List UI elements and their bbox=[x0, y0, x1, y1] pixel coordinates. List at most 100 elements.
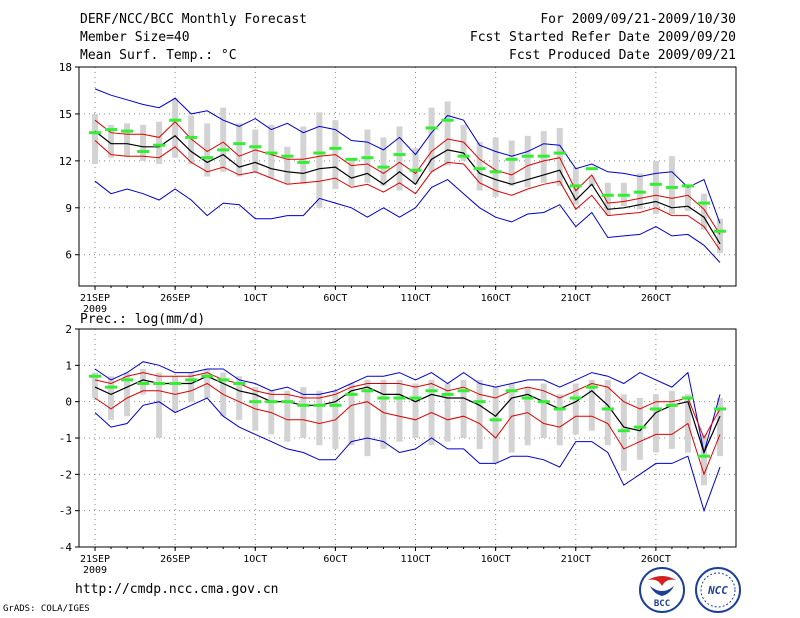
precipitation-range-bar bbox=[396, 379, 403, 442]
precipitation-range-bar bbox=[300, 387, 307, 438]
precipitation-y-tick-label: 1 bbox=[65, 359, 72, 372]
temperature-marker bbox=[665, 185, 678, 189]
precipitation-x-tick-label: 26SEP bbox=[160, 554, 190, 565]
temperature-range-bar bbox=[380, 137, 387, 186]
temperature-range-bar bbox=[316, 112, 323, 208]
temperature-range-bar bbox=[300, 126, 307, 185]
precipitation-marker bbox=[377, 396, 390, 400]
precipitation-mean-line bbox=[94, 375, 721, 455]
precipitation-marker bbox=[665, 403, 678, 407]
temperature-marker bbox=[585, 167, 598, 171]
temperature-range-bar bbox=[412, 148, 419, 185]
precipitation-x-tick-label: 21SEP bbox=[80, 554, 110, 565]
temperature-mean-line bbox=[94, 130, 721, 245]
precipitation-marker bbox=[345, 392, 358, 396]
precipitation-range-bar bbox=[524, 387, 531, 446]
temperature-marker bbox=[313, 151, 326, 155]
temperature-marker bbox=[233, 142, 246, 146]
started-refer-date-label: Fcst Started Refer Date 2009/09/20 bbox=[469, 30, 736, 45]
precipitation-marker bbox=[313, 403, 326, 407]
precipitation-marker bbox=[457, 389, 470, 393]
temperature-marker bbox=[633, 190, 646, 194]
temperature-min-line bbox=[94, 179, 721, 263]
temperature-range-bar bbox=[716, 218, 723, 254]
temperature-x-tick-label: 6OCT bbox=[323, 293, 347, 304]
temperature-range-bar bbox=[668, 156, 675, 215]
temperature-marker bbox=[473, 167, 486, 171]
precipitation-max-line bbox=[94, 361, 721, 453]
temperature-range-bar bbox=[588, 176, 595, 186]
precipitation-x-tick-label: 16OCT bbox=[481, 554, 511, 565]
temperature-x-tick-label: 21SEP bbox=[80, 293, 110, 304]
temperature-range-bar bbox=[396, 126, 403, 191]
temperature-marker bbox=[601, 193, 614, 197]
precipitation-marker bbox=[537, 400, 550, 404]
precipitation-range-bar bbox=[572, 383, 579, 435]
temperature-range-bar bbox=[556, 128, 563, 186]
precipitation-marker bbox=[617, 429, 630, 433]
temperature-mean_plus_std-line bbox=[94, 119, 721, 235]
temperature-y-tick-label: 9 bbox=[65, 202, 72, 215]
bcc-logo-text: BCC bbox=[654, 599, 670, 609]
precipitation-range-bar bbox=[476, 379, 483, 449]
precipitation-marker bbox=[361, 389, 374, 393]
temperature-marker bbox=[681, 184, 694, 188]
precipitation-x-year-label: 2009 bbox=[83, 565, 107, 576]
temperature-range-bar bbox=[108, 124, 115, 158]
temperature-x-tick-label: 16OCT bbox=[481, 293, 511, 304]
temperature-range-bar bbox=[172, 98, 179, 158]
precipitation-x-tick-label: 1OCT bbox=[243, 554, 267, 565]
temperature-range-bar bbox=[700, 193, 707, 230]
precipitation-marker bbox=[425, 389, 438, 393]
precipitation-range-bar bbox=[604, 379, 611, 446]
precipitation-range-bar bbox=[668, 390, 675, 449]
temperature-marker bbox=[105, 128, 118, 132]
precipitation-range-bar bbox=[364, 379, 371, 457]
precipitation-marker bbox=[137, 382, 150, 385]
precipitation-y-tick-label: 2 bbox=[65, 323, 72, 336]
temperature-marker bbox=[361, 156, 374, 160]
precipitation-y-tick-label: 0 bbox=[65, 396, 72, 409]
temperature-range-bar bbox=[220, 107, 227, 172]
temperature-range-bar bbox=[236, 123, 243, 177]
temperature-marker bbox=[185, 135, 198, 139]
temperature-marker bbox=[281, 154, 294, 158]
precipitation-range-bar bbox=[108, 376, 115, 420]
precipitation-min-line bbox=[94, 397, 721, 513]
temperature-marker bbox=[489, 170, 502, 174]
temperature-marker bbox=[169, 118, 182, 122]
precipitation-range-bar bbox=[508, 383, 515, 453]
temperature-marker bbox=[377, 165, 390, 169]
temperature-x-year-label: 2009 bbox=[83, 304, 107, 315]
source-url[interactable]: http://cmdp.ncc.cma.gov.cn bbox=[75, 582, 279, 597]
precipitation-marker bbox=[249, 400, 262, 404]
precipitation-range-bar bbox=[380, 379, 387, 449]
precipitation-range-bar bbox=[556, 394, 563, 446]
precipitation-marker bbox=[281, 400, 294, 404]
precipitation-range-bar bbox=[284, 390, 291, 442]
precipitation-marker bbox=[409, 396, 422, 400]
precipitation-marker bbox=[489, 418, 502, 422]
precipitation-ylabel: Prec.: log(mm/d) bbox=[80, 312, 205, 327]
precipitation-range-bar bbox=[492, 387, 499, 464]
temperature-range-bar bbox=[476, 142, 483, 191]
member-size-label: Member Size=40 bbox=[80, 30, 190, 45]
temperature-range-bar bbox=[92, 113, 99, 164]
variable-label: Mean Surf. Temp.: °C bbox=[80, 48, 237, 63]
precipitation-range-bar bbox=[316, 390, 323, 446]
temperature-marker bbox=[297, 160, 310, 164]
temperature-marker bbox=[521, 154, 534, 158]
precipitation-marker bbox=[521, 396, 534, 400]
precipitation-marker bbox=[201, 374, 214, 378]
temperature-marker bbox=[89, 131, 102, 135]
temperature-range-bar bbox=[524, 135, 531, 188]
precipitation-marker bbox=[569, 396, 582, 400]
precipitation-x-tick-label: 21OCT bbox=[561, 554, 591, 565]
figure-title: DERF/NCC/BCC Monthly Forecast bbox=[80, 12, 307, 27]
temperature-y-tick-label: 15 bbox=[59, 108, 72, 121]
temperature-max-line bbox=[94, 88, 721, 224]
precipitation-range-bar bbox=[716, 398, 723, 457]
precipitation-range-bar bbox=[588, 379, 595, 431]
temperature-range-bar bbox=[124, 123, 131, 157]
